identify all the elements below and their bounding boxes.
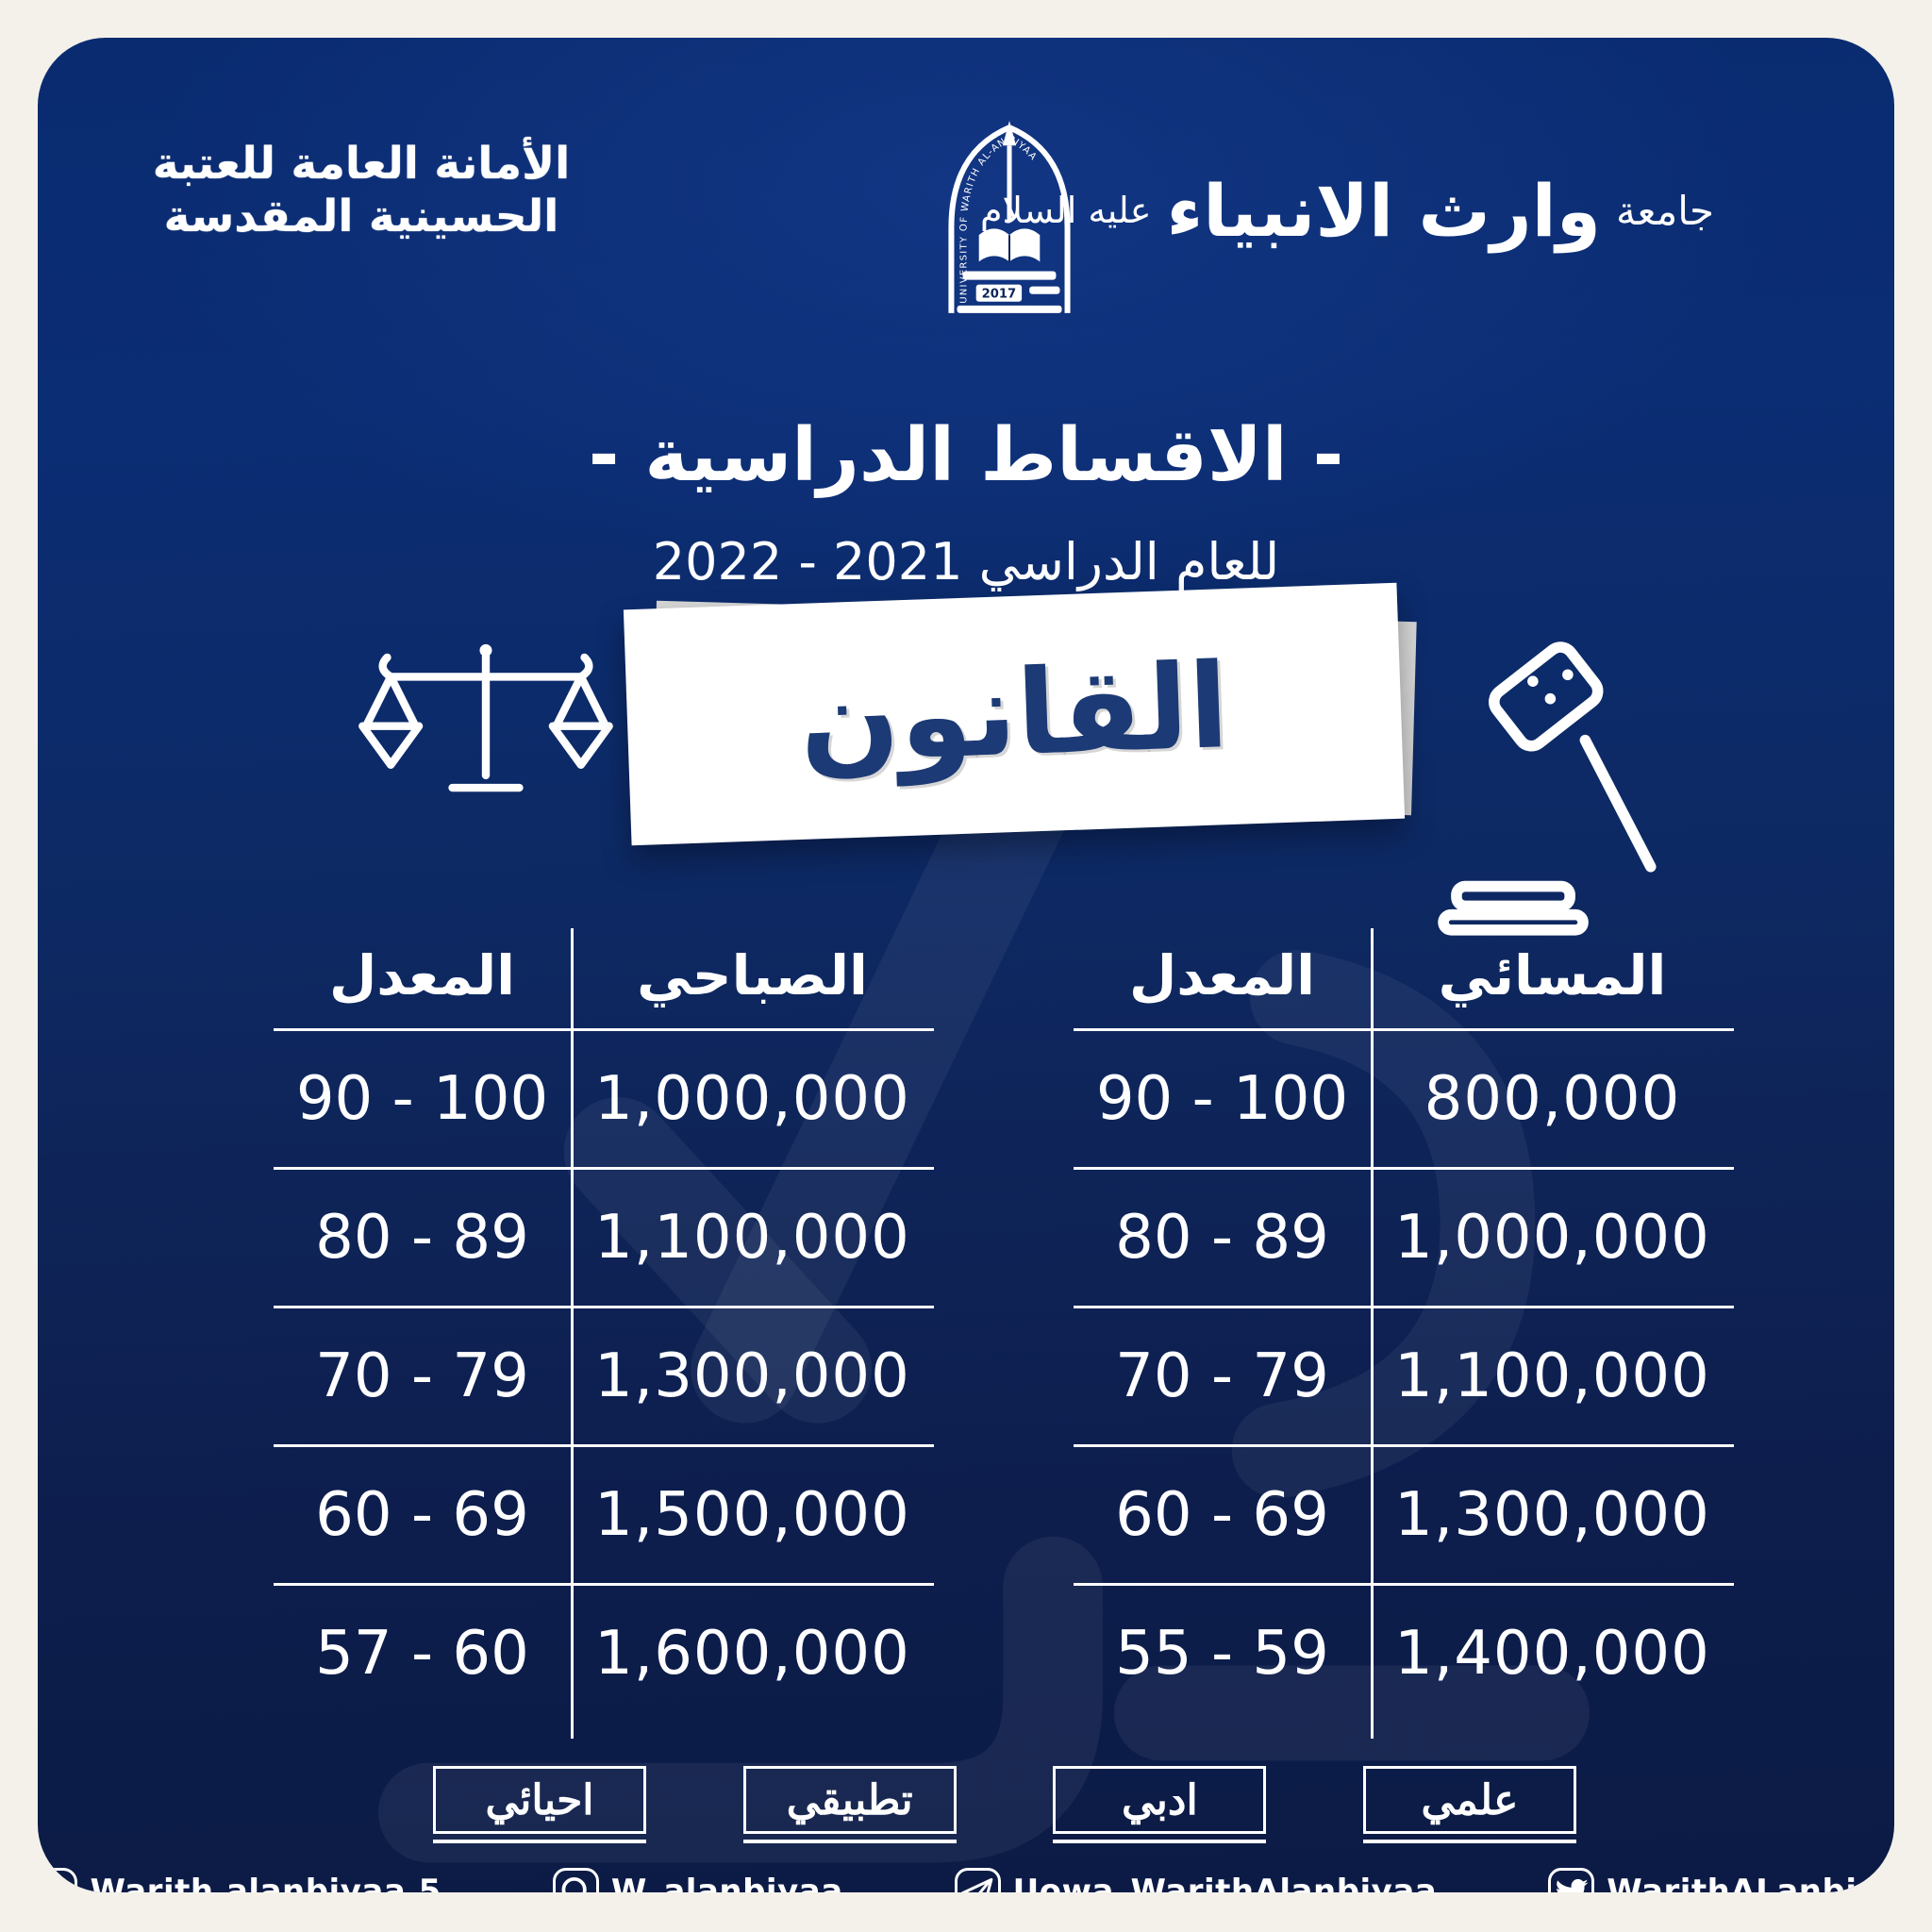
- session-header: الصباحي: [637, 943, 868, 1008]
- grade-range: 55 - 59: [1115, 1619, 1329, 1689]
- university-title: جامعة وارث الانبياء عليه السلام: [941, 158, 1753, 262]
- page-title: - الاقساط الدراسية -: [588, 413, 1344, 498]
- banner-front: القانون: [623, 582, 1406, 846]
- grade-header: المعدل: [328, 943, 516, 1008]
- track-button-literary[interactable]: ادبي: [1053, 1766, 1267, 1843]
- shrine-secretariat-calligraphy: الأمانة العامة للعتبة الحسينية المقدسة: [152, 137, 571, 242]
- pen-nib-icon: [1002, 121, 1017, 146]
- facebook-link[interactable]: f Warith.alanbiyaa.5: [38, 1868, 441, 1892]
- grade-range: 70 - 79: [315, 1341, 529, 1411]
- table-row: 60 - 69 1,500,000: [274, 1444, 934, 1583]
- gavel-icon: [1438, 641, 1657, 936]
- instagram-link[interactable]: W_alanbiyaa: [552, 1868, 843, 1893]
- twitter-handle: WarithALanbiya: [1607, 1872, 1894, 1893]
- social-footer: f Warith.alanbiyaa.5 W_alanbiyaa Uowa_Wa…: [38, 1868, 1894, 1892]
- grade-range: 60 - 69: [315, 1480, 529, 1550]
- table-header-row: المعدل المسائي: [1074, 923, 1734, 1028]
- grade-range: 90 - 100: [295, 1064, 549, 1134]
- university-honorific: عليه السلام: [980, 190, 1152, 231]
- table-row: 80 - 89 1,100,000: [274, 1167, 934, 1306]
- table-row: 70 - 79 1,100,000: [1074, 1306, 1734, 1444]
- instagram-icon: [552, 1868, 599, 1892]
- twitter-link[interactable]: WarithALanbiya: [1548, 1868, 1894, 1892]
- program-banner: القانون: [623, 582, 1417, 846]
- grade-header: المعدل: [1128, 943, 1316, 1008]
- grade-range: 90 - 100: [1095, 1064, 1349, 1134]
- fee-value: 1,000,000: [1394, 1203, 1710, 1273]
- poster-panel: الأمانة العامة للعتبة الحسينية المقدسة U…: [38, 38, 1894, 1892]
- grade-range: 80 - 89: [315, 1203, 529, 1273]
- table-row: 57 - 60 1,600,000: [274, 1583, 934, 1722]
- scales-of-justice-icon: [358, 643, 613, 792]
- emblem-year: 2017: [982, 288, 1017, 302]
- fee-value: 1,500,000: [594, 1480, 910, 1550]
- fee-value: 1,300,000: [1394, 1480, 1710, 1550]
- twitter-icon: [1548, 1868, 1595, 1892]
- fee-value: 1,000,000: [594, 1064, 910, 1134]
- session-header: المسائي: [1438, 943, 1667, 1008]
- grade-range: 70 - 79: [1115, 1341, 1329, 1411]
- study-track-buttons: احيائي تطبيقي ادبي علمي: [433, 1766, 1576, 1843]
- facebook-handle: Warith.alanbiyaa.5: [90, 1872, 441, 1893]
- grade-range: 60 - 69: [1115, 1480, 1329, 1550]
- table-row: 80 - 89 1,000,000: [1074, 1167, 1734, 1306]
- grade-range: 80 - 89: [1115, 1203, 1329, 1273]
- table-row: 90 - 100 800,000: [1074, 1028, 1734, 1167]
- program-name: القانون: [797, 639, 1231, 790]
- fee-value: 800,000: [1424, 1064, 1681, 1134]
- fee-value: 1,100,000: [594, 1203, 910, 1273]
- fee-value: 1,400,000: [1394, 1619, 1710, 1689]
- table-row: 70 - 79 1,300,000: [274, 1306, 934, 1444]
- telegram-handle: Uowa_WarithAlanbiyaa: [1012, 1872, 1438, 1893]
- table-row: 60 - 69 1,300,000: [1074, 1444, 1734, 1583]
- university-name: وارث الانبياء: [1166, 168, 1601, 253]
- track-button-scientific[interactable]: علمي: [1362, 1766, 1576, 1843]
- facebook-icon: f: [38, 1868, 78, 1892]
- table-row: 90 - 100 1,000,000: [274, 1028, 934, 1167]
- table-row: 55 - 59 1,400,000: [1074, 1583, 1734, 1722]
- morning-fee-table: المعدل الصباحي 90 - 100 1,000,000 80 - 8…: [274, 923, 934, 1739]
- instagram-handle: W_alanbiyaa: [610, 1872, 843, 1893]
- university-prefix: جامعة: [1615, 187, 1714, 234]
- fee-value: 1,300,000: [594, 1341, 910, 1411]
- fee-value: 1,600,000: [594, 1619, 910, 1689]
- academic-year: للعام الدراسي 2021 ‏- 2022: [652, 532, 1280, 591]
- track-button-applied[interactable]: تطبيقي: [742, 1766, 957, 1843]
- track-button-biological[interactable]: احيائي: [433, 1766, 646, 1843]
- fee-tables: المعدل الصباحي 90 - 100 1,000,000 80 - 8…: [274, 923, 1734, 1739]
- grade-range: 57 - 60: [315, 1619, 529, 1689]
- table-header-row: المعدل الصباحي: [274, 923, 934, 1028]
- university-emblem: UNIVERSITY OF WARITH AL-ANBIYAA 2017: [948, 121, 1071, 313]
- telegram-link[interactable]: Uowa_WarithAlanbiyaa: [954, 1868, 1438, 1893]
- telegram-icon: [954, 1868, 1001, 1892]
- evening-fee-table: المعدل المسائي 90 - 100 800,000 80 - 89 …: [1074, 923, 1734, 1739]
- fee-value: 1,100,000: [1394, 1341, 1710, 1411]
